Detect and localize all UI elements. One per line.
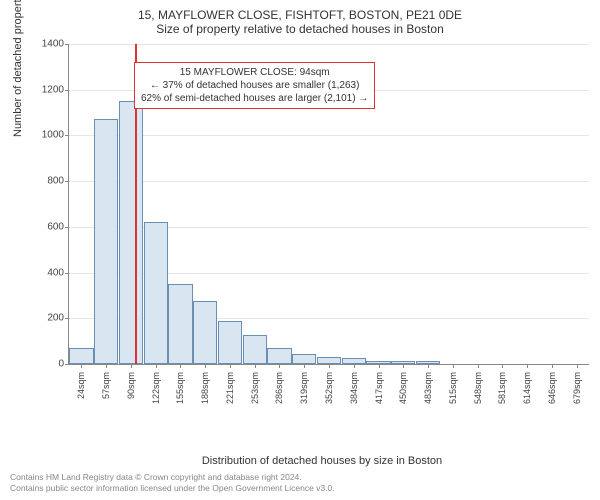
- title-line-2: Size of property relative to detached ho…: [6, 22, 594, 36]
- histogram-bar: [144, 222, 168, 364]
- y-tick: [65, 90, 69, 91]
- histogram-bar: [218, 321, 242, 364]
- x-tick-label: 679sqm: [572, 372, 582, 404]
- x-tick-label: 155sqm: [175, 372, 185, 404]
- y-tick: [65, 364, 69, 365]
- x-tick: [403, 364, 404, 368]
- annotation-line: 62% of semi-detached houses are larger (…: [141, 92, 368, 105]
- footer-line-1: Contains HM Land Registry data © Crown c…: [10, 472, 335, 483]
- footer-attribution: Contains HM Land Registry data © Crown c…: [10, 472, 335, 494]
- histogram-bar: [317, 357, 341, 364]
- x-tick: [205, 364, 206, 368]
- x-tick: [453, 364, 454, 368]
- chart-area: Number of detached properties 15 MAYFLOW…: [42, 40, 600, 415]
- annotation-line: ← 37% of detached houses are smaller (1,…: [141, 79, 368, 92]
- x-tick-label: 57sqm: [101, 372, 111, 399]
- x-tick-label: 581sqm: [497, 372, 507, 404]
- y-tick: [65, 135, 69, 136]
- y-tick-label: 1000: [34, 130, 64, 141]
- y-tick: [65, 227, 69, 228]
- histogram-bar: [69, 348, 93, 364]
- x-tick: [131, 364, 132, 368]
- y-tick-label: 1400: [34, 39, 64, 50]
- x-tick-label: 483sqm: [423, 372, 433, 404]
- x-tick-label: 122sqm: [151, 372, 161, 404]
- x-tick: [329, 364, 330, 368]
- x-tick-label: 319sqm: [299, 372, 309, 404]
- x-tick-label: 90sqm: [126, 372, 136, 399]
- x-tick-label: 352sqm: [324, 372, 334, 404]
- x-tick-label: 384sqm: [349, 372, 359, 404]
- x-tick: [527, 364, 528, 368]
- x-tick-label: 286sqm: [274, 372, 284, 404]
- y-tick: [65, 44, 69, 45]
- x-tick: [304, 364, 305, 368]
- x-tick: [379, 364, 380, 368]
- y-tick: [65, 318, 69, 319]
- x-tick: [552, 364, 553, 368]
- y-tick-label: 0: [34, 359, 64, 370]
- x-tick: [577, 364, 578, 368]
- x-tick-label: 515sqm: [448, 372, 458, 404]
- x-tick: [354, 364, 355, 368]
- x-tick: [106, 364, 107, 368]
- gridline: [69, 135, 589, 136]
- x-tick: [478, 364, 479, 368]
- histogram-bar: [243, 335, 267, 364]
- gridline: [69, 181, 589, 182]
- x-axis-label: Distribution of detached houses by size …: [42, 455, 600, 467]
- y-tick-label: 1200: [34, 84, 64, 95]
- x-tick: [279, 364, 280, 368]
- gridline: [69, 44, 589, 45]
- y-tick: [65, 273, 69, 274]
- x-tick: [180, 364, 181, 368]
- x-tick: [428, 364, 429, 368]
- histogram-bar: [94, 119, 118, 364]
- y-tick-label: 200: [34, 313, 64, 324]
- histogram-bar: [193, 301, 217, 364]
- y-tick-label: 800: [34, 176, 64, 187]
- annotation-line: 15 MAYFLOWER CLOSE: 94sqm: [141, 66, 368, 79]
- x-tick: [81, 364, 82, 368]
- histogram-bar: [292, 354, 316, 364]
- plot-region: 15 MAYFLOWER CLOSE: 94sqm← 37% of detach…: [68, 44, 589, 365]
- annotation-box: 15 MAYFLOWER CLOSE: 94sqm← 37% of detach…: [134, 62, 375, 109]
- y-axis-label: Number of detached properties: [12, 0, 24, 137]
- x-tick: [230, 364, 231, 368]
- x-tick: [156, 364, 157, 368]
- histogram-bar: [119, 101, 143, 364]
- x-tick-label: 253sqm: [250, 372, 260, 404]
- x-tick: [255, 364, 256, 368]
- x-tick-label: 450sqm: [398, 372, 408, 404]
- x-tick-label: 614sqm: [522, 372, 532, 404]
- x-tick: [502, 364, 503, 368]
- footer-line-2: Contains public sector information licen…: [10, 483, 335, 494]
- x-tick-label: 24sqm: [76, 372, 86, 399]
- x-tick-label: 417sqm: [374, 372, 384, 404]
- y-tick-label: 600: [34, 221, 64, 232]
- x-tick-label: 188sqm: [200, 372, 210, 404]
- y-tick-label: 400: [34, 267, 64, 278]
- y-tick: [65, 181, 69, 182]
- histogram-bar: [267, 348, 291, 364]
- x-tick-label: 646sqm: [547, 372, 557, 404]
- title-line-1: 15, MAYFLOWER CLOSE, FISHTOFT, BOSTON, P…: [6, 8, 594, 22]
- chart-container: 15, MAYFLOWER CLOSE, FISHTOFT, BOSTON, P…: [0, 0, 600, 500]
- x-tick-label: 221sqm: [225, 372, 235, 404]
- histogram-bar: [168, 284, 192, 364]
- x-tick-label: 548sqm: [473, 372, 483, 404]
